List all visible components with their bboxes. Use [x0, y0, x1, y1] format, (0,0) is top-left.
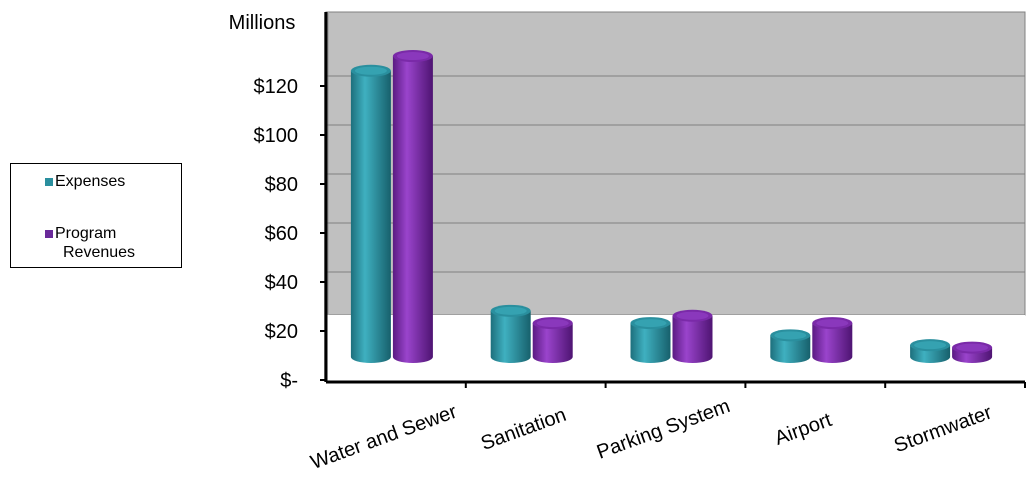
x-category-label: Airport — [772, 409, 835, 450]
bar-program-revenues-sanitation — [532, 317, 573, 363]
bar-body — [350, 70, 391, 363]
bar-body — [392, 56, 433, 364]
y-tick-label: $80 — [265, 174, 298, 196]
bar-body — [770, 335, 811, 363]
x-category-label: Stormwater — [891, 401, 995, 457]
bar-program-revenues-stormwater — [952, 341, 993, 363]
bar-expenses-stormwater — [910, 339, 951, 363]
legend-label-program-revenues-line2: Revenues — [63, 244, 136, 261]
bar-top-highlight — [956, 343, 989, 352]
y-tick-label: $60 — [265, 223, 298, 245]
bar-top-highlight — [774, 331, 807, 340]
bar-expenses-sanitation — [490, 304, 531, 363]
bar-top-highlight — [396, 52, 429, 61]
bar-program-revenues-water-and-sewer — [392, 50, 433, 364]
x-category-label: Parking System — [594, 395, 733, 464]
bar-top-highlight — [914, 341, 947, 350]
bar-expenses-water-and-sewer — [350, 64, 391, 363]
x-category-label: Sanitation — [478, 404, 569, 455]
y-axis-label: Millions — [229, 12, 296, 34]
y-tick-label: $120 — [254, 76, 299, 98]
bar-body — [490, 310, 531, 363]
bar-top-highlight — [536, 319, 569, 328]
bar-expenses-airport — [770, 329, 811, 363]
legend-swatch-program-revenues — [45, 230, 53, 238]
bar-top-highlight — [816, 319, 849, 328]
bar-body — [630, 323, 671, 363]
bar-top-highlight — [634, 319, 667, 328]
legend-label-expenses: Expenses — [55, 173, 126, 190]
legend-item-expenses: Expenses — [45, 172, 125, 191]
legend-label-program-revenues-line1: Program — [55, 225, 117, 242]
bar-body — [812, 323, 853, 363]
y-tick-label: $20 — [265, 321, 298, 343]
bar-top-highlight — [676, 311, 709, 320]
y-tick-label: $100 — [254, 125, 299, 147]
y-tick-label: $40 — [265, 272, 298, 294]
legend: Expenses Program Revenues — [10, 163, 182, 268]
bar-program-revenues-parking-system — [672, 309, 713, 363]
x-category-label: Water and Sewer — [308, 401, 460, 474]
bar-program-revenues-airport — [812, 317, 853, 363]
bar-top-highlight — [494, 306, 527, 315]
bar-expenses-parking-system — [630, 317, 671, 363]
bar-body — [532, 323, 573, 363]
bar-body — [672, 315, 713, 363]
legend-item-program-revenues: Program Revenues — [45, 224, 135, 262]
plot-back-wall — [325, 11, 1026, 316]
y-tick-label: $- — [280, 370, 298, 392]
bar-top-highlight — [354, 66, 387, 75]
legend-swatch-expenses — [45, 178, 53, 186]
